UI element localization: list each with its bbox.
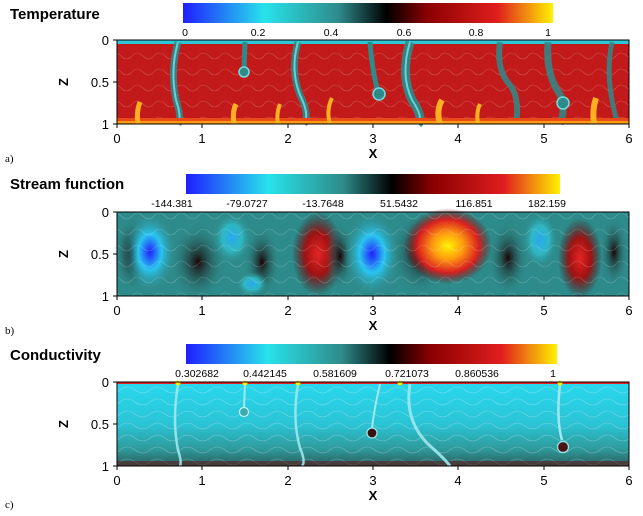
x-tick: 0 <box>113 303 120 318</box>
colorbar-label: 0.8 <box>469 27 484 39</box>
colorbar-label: 0.2 <box>251 27 266 39</box>
colorbar-label: 116.851 <box>455 198 492 210</box>
panel-stream-function: Stream function -144.381 -79.0727 -13.76… <box>5 174 633 337</box>
x-axis-label: X <box>369 488 378 503</box>
colorbar-label: 1 <box>545 27 551 39</box>
y-tick-labels: 0 0.5 1 <box>91 375 109 474</box>
x-tick-labels: 0 1 2 3 4 5 6 <box>113 131 632 146</box>
colorbar-label: -13.7648 <box>302 198 344 210</box>
x-tick: 0 <box>113 131 120 146</box>
y-axis-label: Z <box>56 250 71 258</box>
colorbar <box>186 344 557 364</box>
x-tick: 1 <box>198 303 205 318</box>
x-tick: 6 <box>625 131 632 146</box>
x-tick: 1 <box>198 131 205 146</box>
colorbar-label: 0.6 <box>397 27 412 39</box>
colorbar <box>183 3 553 23</box>
x-tick-labels: 0 1 2 3 4 5 6 <box>113 473 632 488</box>
colorbar-label: 0.302682 <box>175 368 219 380</box>
colorbar-label: 1 <box>550 368 556 380</box>
panel-letter: a) <box>5 153 14 165</box>
ticks <box>113 39 630 128</box>
y-tick: 0 <box>102 33 109 48</box>
y-tick: 0.5 <box>91 247 109 262</box>
x-tick: 6 <box>625 303 632 318</box>
x-tick-labels: 0 1 2 3 4 5 6 <box>113 303 632 318</box>
panel-title: Conductivity <box>10 347 101 364</box>
x-axis-label: X <box>369 318 378 333</box>
colorbar-label: 0.860536 <box>455 368 499 380</box>
y-axis-label: Z <box>56 78 71 86</box>
y-tick-labels: 0 0.5 1 <box>91 33 109 132</box>
x-tick: 4 <box>454 303 461 318</box>
x-tick: 3 <box>369 473 376 488</box>
x-tick: 0 <box>113 473 120 488</box>
y-tick: 1 <box>102 117 109 132</box>
colorbar-labels: 0.302682 0.442145 0.581609 0.721073 0.86… <box>175 368 556 380</box>
y-tick: 0.5 <box>91 75 109 90</box>
panel-conductivity: Conductivity 0.302682 0.442145 0.581609 … <box>5 344 633 511</box>
x-tick: 4 <box>454 473 461 488</box>
panel-letter: b) <box>5 325 15 337</box>
x-tick: 1 <box>198 473 205 488</box>
x-tick: 5 <box>540 473 547 488</box>
x-tick: 5 <box>540 131 547 146</box>
x-tick: 6 <box>625 473 632 488</box>
colorbar-label: 0.581609 <box>313 368 357 380</box>
panel-title: Stream function <box>10 176 124 193</box>
x-axis-label: X <box>369 146 378 161</box>
conductivity-field <box>117 380 629 467</box>
y-tick-labels: 0 0.5 1 <box>91 205 109 304</box>
colorbar-label: 0.442145 <box>243 368 287 380</box>
panel-letter: c) <box>5 499 14 511</box>
colorbar-labels: 0 0.2 0.4 0.6 0.8 1 <box>182 27 551 39</box>
panel-temperature: Temperature 0 0.2 0.4 0.6 0.8 1 <box>5 3 633 165</box>
x-tick: 5 <box>540 303 547 318</box>
y-tick: 1 <box>102 459 109 474</box>
colorbar <box>186 174 560 194</box>
y-tick: 0 <box>102 375 109 390</box>
x-tick: 2 <box>284 473 291 488</box>
x-tick: 3 <box>369 131 376 146</box>
panel-title: Temperature <box>10 6 100 23</box>
x-tick: 3 <box>369 303 376 318</box>
colorbar-label: 0 <box>182 27 188 39</box>
y-tick: 0.5 <box>91 417 109 432</box>
stream-function-field <box>114 208 629 302</box>
ticks <box>113 381 630 470</box>
y-tick: 0 <box>102 205 109 220</box>
colorbar-label: 0.721073 <box>385 368 429 380</box>
x-tick: 4 <box>454 131 461 146</box>
x-tick: 2 <box>284 131 291 146</box>
y-tick: 1 <box>102 289 109 304</box>
ticks <box>113 211 630 300</box>
colorbar-label: -79.0727 <box>226 198 268 210</box>
colorbar-label: 51.5432 <box>380 198 418 210</box>
temperature-field <box>117 40 629 128</box>
x-tick: 2 <box>284 303 291 318</box>
colorbar-label: -144.381 <box>151 198 193 210</box>
colorbar-labels: -144.381 -79.0727 -13.7648 51.5432 116.8… <box>151 198 566 210</box>
colorbar-label: 182.159 <box>528 198 566 210</box>
y-axis-label: Z <box>56 420 71 428</box>
colorbar-label: 0.4 <box>324 27 339 39</box>
